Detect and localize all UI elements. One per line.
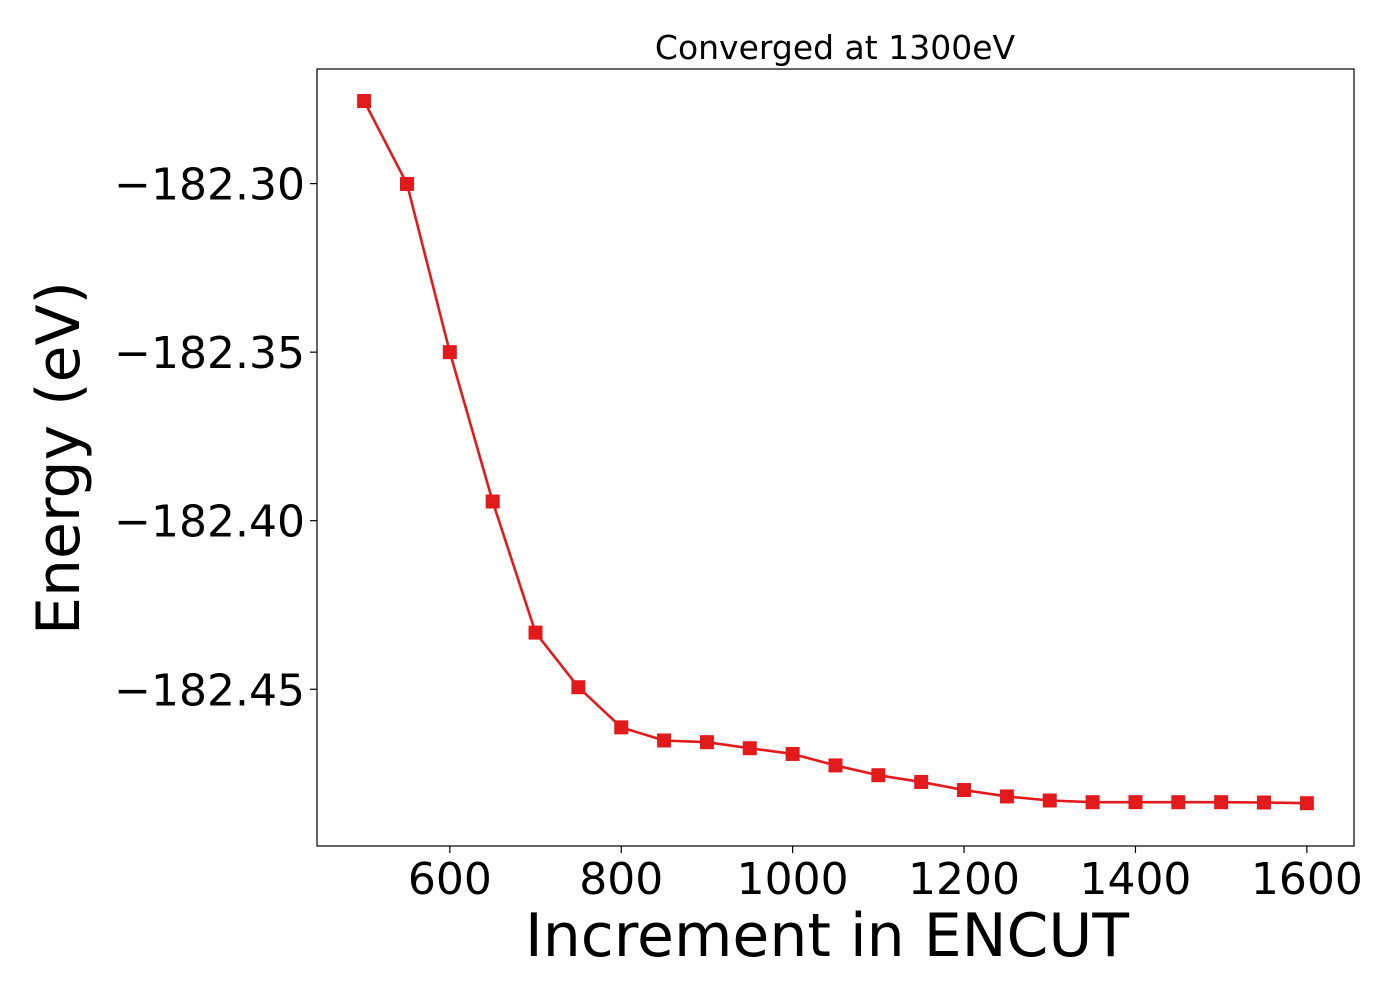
data-point-marker xyxy=(699,735,714,750)
y-tick-label: −182.30 xyxy=(114,160,305,211)
y-tick-label: −182.35 xyxy=(114,328,305,379)
x-tick-label: 1400 xyxy=(1079,854,1191,905)
data-point-marker xyxy=(399,176,414,191)
data-point-marker xyxy=(528,625,543,640)
data-point-marker xyxy=(1214,795,1229,810)
data-point-marker xyxy=(742,741,757,756)
data-point-marker xyxy=(614,720,629,735)
plot-area xyxy=(316,68,1355,847)
data-point-marker xyxy=(442,345,457,360)
data-point-marker xyxy=(1042,793,1057,808)
y-tick-label: −182.45 xyxy=(114,665,305,716)
data-point-marker xyxy=(1128,795,1143,810)
data-point-marker xyxy=(571,680,586,695)
data-point-marker xyxy=(828,758,843,773)
data-point-marker xyxy=(914,774,929,789)
y-tick-label: −182.40 xyxy=(114,497,305,548)
data-point-marker xyxy=(1171,795,1186,810)
y-axis: −182.30 −182.35 −182.40 −182.45 xyxy=(114,160,317,716)
data-point-marker xyxy=(1257,795,1272,810)
x-axis-label: Increment in ENCUT xyxy=(525,901,1129,971)
data-series xyxy=(357,94,1314,811)
x-tick-label: 1200 xyxy=(908,854,1020,905)
data-point-marker xyxy=(957,783,972,798)
chart-title: Converged at 1300eV xyxy=(655,28,1016,67)
x-tick-label: 1000 xyxy=(737,854,849,905)
data-point-marker xyxy=(1085,795,1100,810)
data-point-marker xyxy=(999,789,1014,804)
data-point-marker xyxy=(1299,796,1314,811)
x-tick-label: 1600 xyxy=(1251,854,1363,905)
x-axis: 600 800 1000 1200 1400 1600 xyxy=(408,846,1363,905)
data-point-marker xyxy=(485,494,500,509)
data-point-marker xyxy=(657,733,672,748)
data-point-marker xyxy=(871,768,886,783)
series-line xyxy=(362,100,1307,805)
x-tick-label: 800 xyxy=(579,854,663,905)
data-point-marker xyxy=(357,94,372,109)
y-axis-label: Energy (eV) xyxy=(24,281,94,635)
data-point-marker xyxy=(785,746,800,761)
x-tick-label: 600 xyxy=(408,854,492,905)
